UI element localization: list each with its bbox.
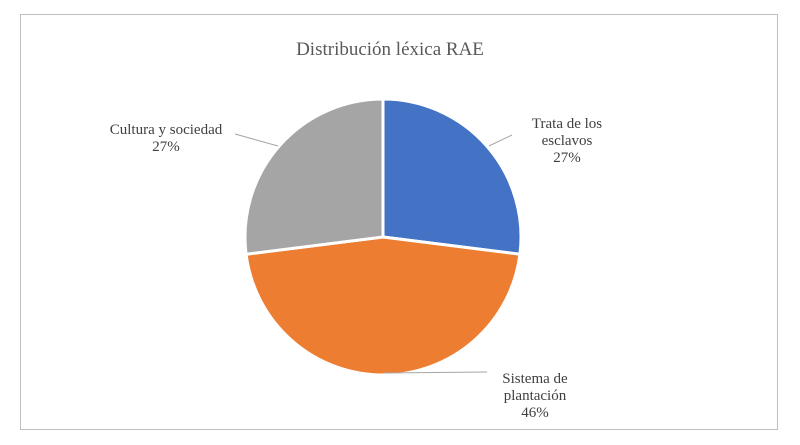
data-label-line: plantación [504,388,567,404]
leader-line-cultura-y-sociedad [234,133,279,147]
data-label-line: 27% [553,150,581,166]
leader-line-trata-de-los-esclavos [488,134,513,147]
data-label-line: 46% [521,405,549,421]
leader-line-sistema-de-plantacion [382,371,488,374]
data-label-trata-de-los-esclavos: Trata de los esclavos 27% [532,116,602,166]
data-label-line: esclavos [542,133,593,149]
chart-title: Distribución léxica RAE [296,39,484,60]
data-label-cultura-y-sociedad: Cultura y sociedad 27% [110,122,223,155]
pie-slice-sistema-de-plantacion [244,235,522,377]
data-label-line: 27% [152,139,180,155]
pie-slice-cultura-y-sociedad [243,97,385,256]
data-label-line: Sistema de [502,371,568,387]
data-label-line: Trata de los [532,116,602,132]
data-label-line: Cultura y sociedad [110,122,223,138]
data-label-sistema-de-plantacion: Sistema de plantación 46% [502,371,568,421]
pie-slice-trata-de-los-esclavos [381,97,523,256]
